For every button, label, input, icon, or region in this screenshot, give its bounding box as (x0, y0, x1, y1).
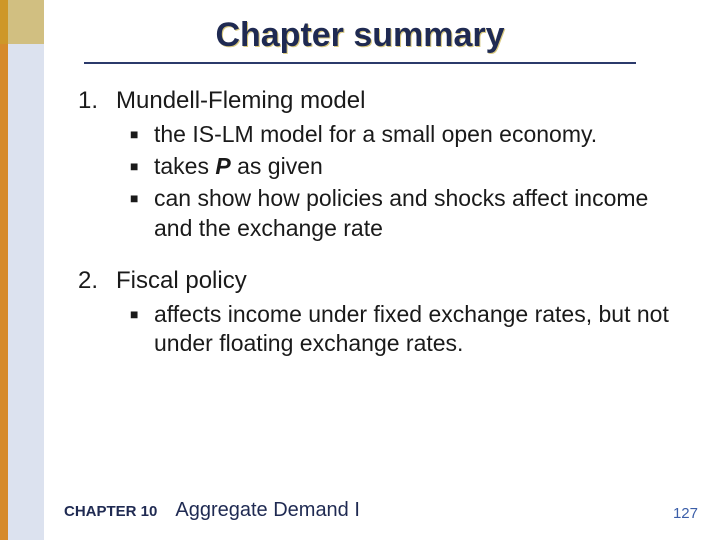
footer: CHAPTER 10 Aggregate Demand I (64, 499, 684, 522)
item-number: 2. (78, 266, 106, 296)
footer-chapter: CHAPTER 10 (64, 503, 157, 520)
page-number: 127 (673, 505, 698, 522)
list-item: 2. Fiscal policy ■ affects income under … (78, 266, 678, 360)
left-stripe (0, 0, 44, 540)
sub-item-text: can show how policies and shocks affect … (154, 184, 678, 244)
stripe-orange (0, 0, 8, 540)
sub-list: ■ affects income under fixed exchange ra… (130, 300, 678, 360)
sub-item-text: affects income under fixed exchange rate… (154, 300, 678, 360)
square-bullet-icon: ■ (130, 191, 142, 205)
sub-item-text: the IS-LM model for a small open economy… (154, 120, 597, 150)
footer-title: Aggregate Demand I (175, 499, 360, 522)
item-number: 1. (78, 86, 106, 116)
stripe-blue (8, 0, 44, 540)
sub-item: ■ takes P as given (130, 152, 678, 182)
list-item: 1. Mundell-Fleming model ■ the IS-LM mod… (78, 86, 678, 244)
item-label: Mundell-Fleming model (116, 86, 365, 116)
page-title: Chapter summary (0, 16, 720, 55)
content-area: 1. Mundell-Fleming model ■ the IS-LM mod… (78, 86, 678, 381)
sub-item-text: takes P as given (154, 152, 323, 182)
slide-container: Chapter summary 1. Mundell-Fleming model… (0, 0, 720, 540)
square-bullet-icon: ■ (130, 127, 142, 141)
sub-list: ■ the IS-LM model for a small open econo… (130, 120, 678, 244)
sub-item: ■ can show how policies and shocks affec… (130, 184, 678, 244)
square-bullet-icon: ■ (130, 307, 142, 321)
sub-item: ■ affects income under fixed exchange ra… (130, 300, 678, 360)
square-bullet-icon: ■ (130, 159, 142, 173)
item-label: Fiscal policy (116, 266, 247, 296)
title-underline (84, 62, 636, 64)
sub-item: ■ the IS-LM model for a small open econo… (130, 120, 678, 150)
